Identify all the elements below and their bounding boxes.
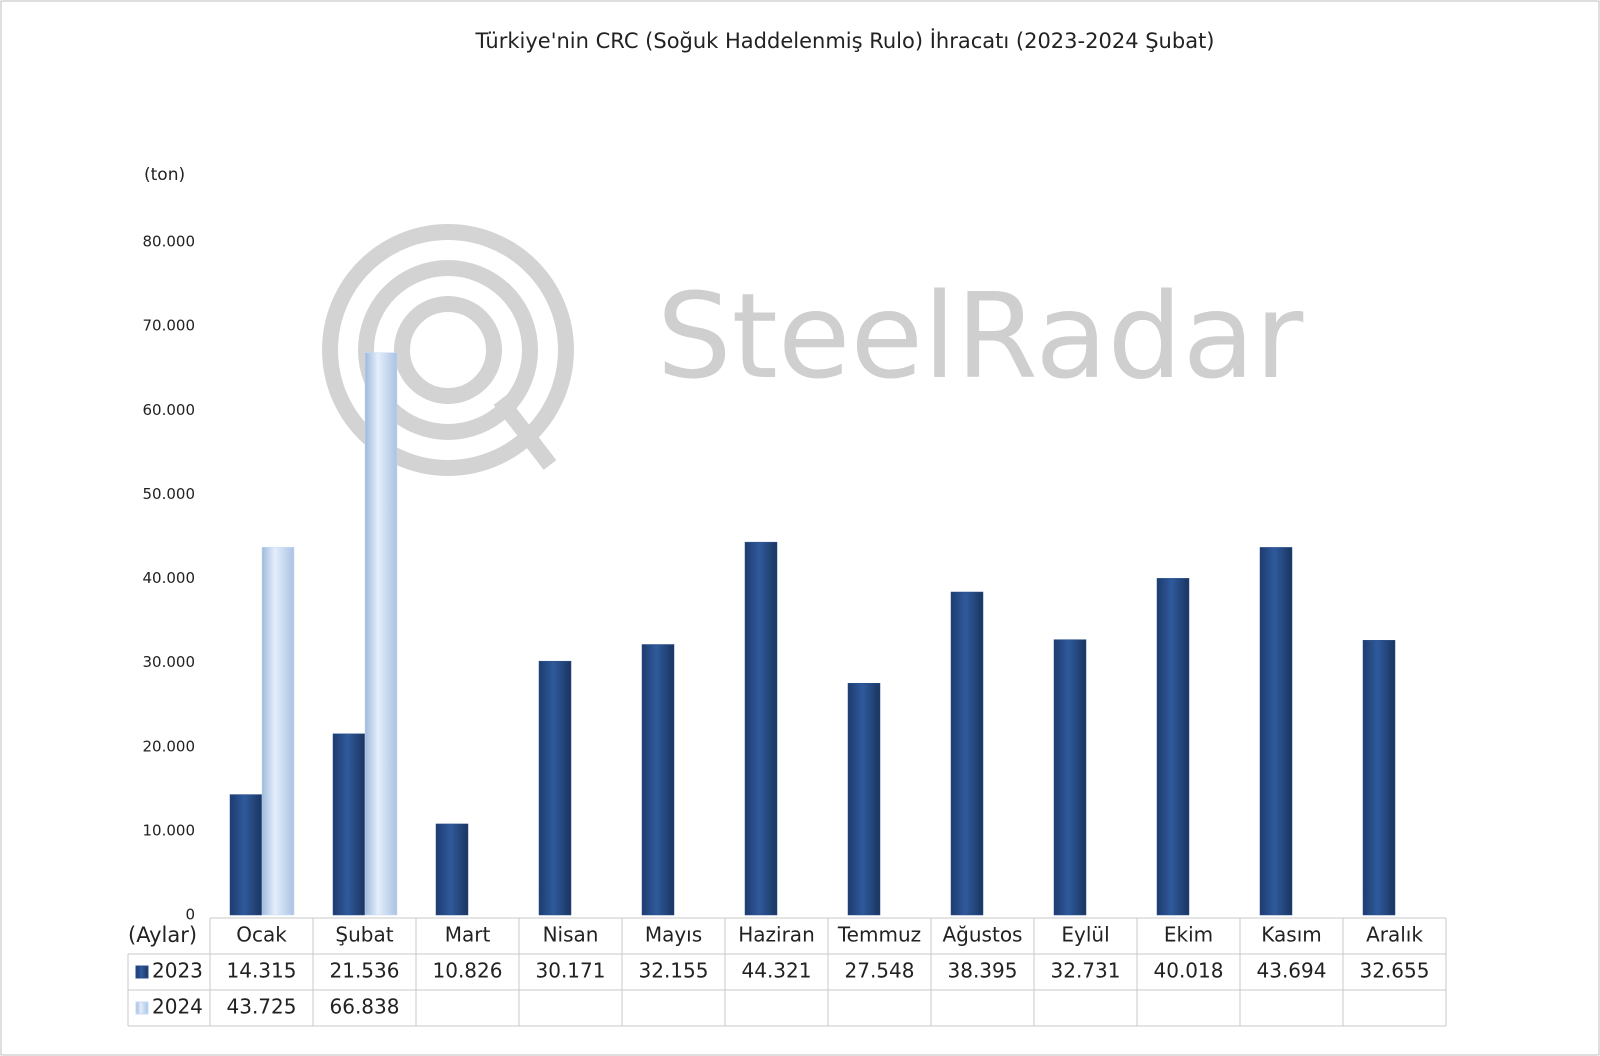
- table-value: 32.655: [1360, 959, 1430, 983]
- y-tick-label: 40.000: [143, 569, 196, 587]
- y-tick-label: 50.000: [143, 485, 196, 503]
- x-tick-label: Haziran: [738, 923, 815, 947]
- x-tick-label: Nisan: [543, 923, 599, 947]
- x-tick-label: Mayıs: [645, 923, 702, 947]
- chart-title: Türkiye'nin CRC (Soğuk Haddelenmiş Rulo)…: [474, 28, 1214, 53]
- bar: [435, 823, 469, 916]
- table-value: 14.315: [227, 959, 297, 983]
- table-value: 21.536: [330, 959, 400, 983]
- table-value: 43.694: [1257, 959, 1327, 983]
- watermark: SteelRadar: [657, 267, 1304, 405]
- bar: [950, 591, 984, 916]
- table-value: 66.838: [330, 995, 400, 1019]
- table-value: 38.395: [948, 959, 1018, 983]
- legend-swatch: [135, 1001, 149, 1015]
- x-tick-label: Temmuz: [837, 923, 921, 947]
- table-value: 27.548: [845, 959, 915, 983]
- bar: [744, 541, 778, 916]
- y-tick-label: 30.000: [143, 653, 196, 671]
- bar: [538, 660, 572, 916]
- bar: [1156, 578, 1190, 916]
- watermark-logo: [322, 224, 574, 476]
- y-tick-label: 70.000: [143, 317, 196, 335]
- bar: [332, 733, 366, 916]
- x-tick-label: Ocak: [236, 923, 287, 947]
- table-value: 40.018: [1154, 959, 1224, 983]
- table-value: 32.155: [639, 959, 709, 983]
- table-value: 43.725: [227, 995, 297, 1019]
- table-value: 10.826: [433, 959, 503, 983]
- bar: [1053, 639, 1087, 916]
- table-value: 30.171: [536, 959, 606, 983]
- legend-label: 2024: [152, 995, 203, 1019]
- x-axis-label: (Aylar): [128, 923, 197, 947]
- bar: [261, 546, 295, 916]
- table-value: 32.731: [1051, 959, 1121, 983]
- x-tick-label: Kasım: [1261, 923, 1321, 947]
- y-axis-label: (ton): [144, 165, 185, 185]
- bar: [847, 683, 881, 916]
- y-tick-label: 80.000: [143, 233, 196, 251]
- y-tick-label: 60.000: [143, 401, 196, 419]
- legend-label: 2023: [152, 959, 203, 983]
- x-tick-label: Ağustos: [943, 923, 1023, 947]
- bar: [229, 794, 263, 916]
- bar: [1259, 547, 1293, 916]
- x-tick-label: Eylül: [1061, 923, 1109, 947]
- bar: [641, 644, 675, 916]
- x-tick-label: Ekim: [1164, 923, 1213, 947]
- y-tick-label: 0: [185, 906, 195, 924]
- bar: [1362, 640, 1396, 916]
- y-tick-label: 20.000: [143, 737, 196, 755]
- x-tick-label: Mart: [445, 923, 491, 947]
- bar: [364, 352, 398, 916]
- legend-swatch: [135, 965, 149, 979]
- y-tick-label: 10.000: [143, 821, 196, 839]
- table-value: 44.321: [742, 959, 812, 983]
- x-tick-label: Aralık: [1366, 923, 1423, 947]
- x-tick-label: Şubat: [335, 923, 393, 947]
